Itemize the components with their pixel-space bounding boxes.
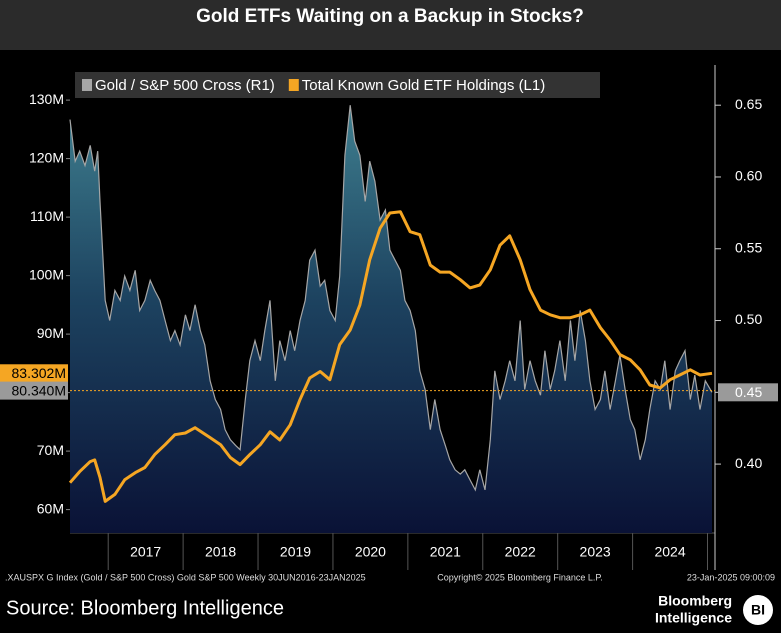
y-tick-label: 60M [37, 500, 64, 516]
x-tick-label: 2019 [280, 544, 311, 560]
y2-tick-label: 0.50 [735, 311, 762, 327]
y2-tick-label: 0.60 [735, 168, 762, 184]
logo-circle [743, 595, 773, 625]
x-tick-label: 2018 [205, 544, 236, 560]
title-bar [0, 0, 781, 50]
x-tick-label: 2023 [580, 544, 611, 560]
value-box-label: 80.340M [12, 382, 66, 398]
logo-line: Bloomberg [658, 593, 732, 609]
y2-tick-label: 0.40 [735, 455, 762, 471]
y-tick-label: 100M [29, 266, 64, 282]
value-box [718, 383, 778, 402]
y-tick-label: 120M [29, 149, 64, 165]
footer-left: .XAUSPX G Index (Gold / S&P 500 Cross) G… [5, 572, 366, 582]
y-tick-label: 70M [37, 442, 64, 458]
y-tick-label: 110M [30, 208, 64, 224]
logo-mark: BI [751, 602, 765, 618]
line [68, 210, 713, 503]
y2-tick-label: 0.55 [735, 239, 762, 255]
footer-right: 23-Jan-2025 09:00:09 [687, 572, 775, 582]
legend-swatch [82, 79, 92, 91]
value-box [0, 364, 68, 383]
x-tick-label: 2020 [355, 544, 386, 560]
legend-box [75, 72, 600, 98]
legend-swatch [288, 79, 299, 91]
x-tick-label: 2017 [130, 544, 161, 560]
area [70, 105, 712, 533]
x-tick-label: 2021 [430, 544, 461, 560]
chart-title: Gold ETFs Waiting on a Backup in Stocks? [196, 6, 584, 27]
legend-label: Gold / S&P 500 Cross (R1) [95, 77, 275, 94]
source: Source: Bloomberg Intelligence [6, 597, 284, 619]
value-box-label: 83.302M [12, 365, 66, 381]
value-box [0, 381, 68, 400]
x-tick-label: 2024 [654, 544, 685, 560]
footer-center: Copyright© 2025 Bloomberg Finance L.P. [437, 572, 603, 582]
value-box-label: 0.45 [735, 384, 762, 400]
logo-line: Intelligence [655, 610, 732, 626]
y-tick-label: 130M [29, 91, 64, 107]
area-line [69, 105, 713, 492]
y2-tick-label: 0.65 [735, 96, 762, 112]
x-tick-label: 2022 [505, 544, 536, 560]
y-tick-label: 90M [37, 325, 64, 341]
legend-label: Total Known Gold ETF Holdings (L1) [302, 77, 545, 94]
